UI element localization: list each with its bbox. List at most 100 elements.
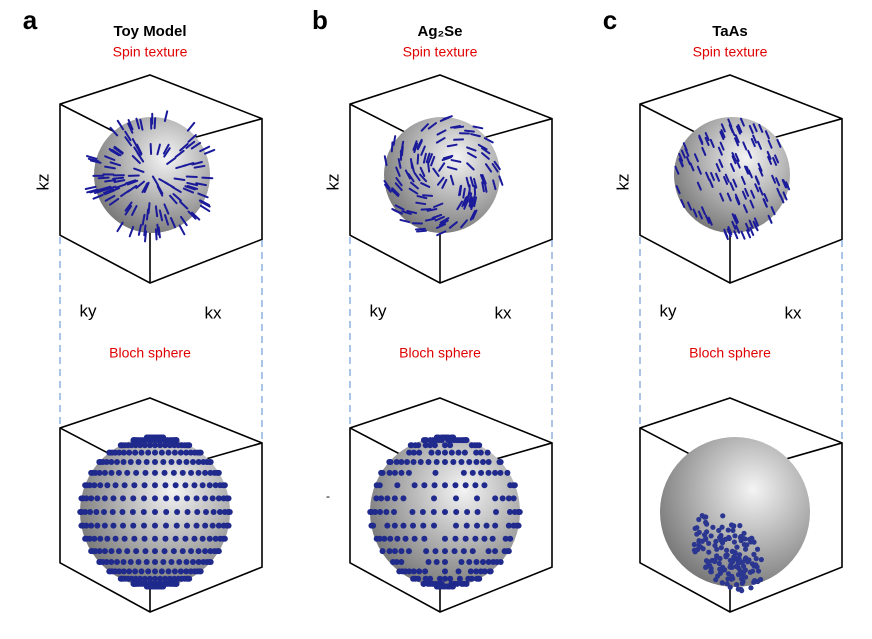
spin-arrow: [730, 127, 736, 137]
spin-arrow: [709, 138, 715, 148]
bloch-dot: [162, 442, 169, 449]
bloch-dot: [460, 548, 467, 555]
spin-arrow: [767, 139, 773, 149]
bloch-dot: [410, 522, 417, 529]
bloch-dot: [108, 469, 115, 476]
spin-arrow: [86, 188, 98, 194]
bloch-dot: [387, 458, 394, 465]
bloch-dot: [199, 482, 206, 489]
bloch-dot: [410, 568, 417, 575]
bloch-dot: [141, 442, 148, 449]
spin-arrow: [124, 136, 133, 147]
bloch-dot: [165, 568, 172, 575]
spin-arrow: [156, 143, 161, 156]
bloch-dot: [416, 568, 423, 575]
bloch-dot: [758, 557, 764, 563]
bloch-dot: [160, 458, 167, 465]
spin-arrow: [136, 143, 143, 155]
spin-arrow: [481, 174, 487, 185]
axis-z-label: kz: [323, 174, 342, 191]
bloch-dot: [742, 536, 748, 542]
spin-arrow: [747, 149, 753, 159]
bloch-dot: [420, 580, 427, 587]
bloch-dot: [421, 535, 428, 542]
bloch-dot: [427, 442, 434, 449]
spin-arrow: [141, 213, 146, 226]
panel-subtitle: Spin texture: [113, 44, 188, 60]
bloch-dot: [91, 535, 98, 542]
bloch-dot: [431, 495, 438, 502]
spin-arrow: [701, 146, 707, 156]
bloch-dot: [120, 458, 127, 465]
spin-arrow: [93, 188, 106, 194]
bloch-dot: [88, 522, 95, 529]
spin-arrow: [441, 178, 448, 189]
bloch-dot: [170, 469, 177, 476]
spin-arrow: [394, 204, 405, 211]
bloch-dot: [132, 568, 139, 575]
spin-arrow: [718, 158, 724, 168]
bloch-dot: [463, 522, 470, 529]
spin-arrow: [113, 179, 126, 183]
bloch-dot: [193, 522, 200, 529]
bloch-dot: [476, 575, 483, 582]
bloch-dot: [481, 482, 488, 489]
bloch-dot: [202, 469, 209, 476]
bloch-dot: [376, 482, 383, 489]
bloch-dot: [177, 449, 184, 456]
bloch-dot: [735, 586, 741, 592]
bloch-dot: [718, 545, 724, 551]
spin-arrow: [448, 221, 458, 229]
spin-arrow: [109, 126, 119, 137]
bloch-dot: [398, 458, 405, 465]
bloch-dot: [467, 568, 474, 575]
spin-arrow: [127, 118, 134, 131]
bloch-dot: [207, 559, 214, 566]
bloch-dot: [727, 557, 733, 563]
spin-arrow: [723, 231, 729, 241]
bloch-dot: [504, 469, 511, 476]
spin-arrow: [463, 195, 469, 207]
bloch-dot: [696, 539, 702, 545]
spin-arrow: [774, 154, 780, 164]
spin-arrow: [416, 229, 428, 233]
bloch-dot: [372, 509, 379, 515]
spin-arrow: [678, 158, 684, 168]
bloch-dot: [171, 568, 178, 575]
spin-arrow: [97, 176, 110, 180]
bloch-dot: [481, 535, 488, 542]
spin-arrow: [740, 230, 746, 240]
spin-arrow: [199, 199, 211, 207]
bloch-dot: [421, 482, 428, 489]
spin-arrow: [163, 214, 170, 226]
bloch-dot: [157, 575, 164, 582]
bloch-dot: [116, 449, 123, 456]
bloch-dot: [713, 577, 719, 583]
bloch-dot: [383, 509, 390, 515]
spin-arrow: [416, 153, 420, 165]
bloch-dot: [452, 535, 459, 542]
bloch-dot: [203, 509, 210, 515]
bloch-dot: [221, 535, 228, 542]
bloch-dot: [133, 469, 140, 476]
spin-arrow: [179, 142, 189, 152]
bloch-dot: [162, 575, 169, 582]
bloch-dot: [378, 495, 385, 502]
bloch-dot: [696, 529, 702, 535]
bloch-dot: [732, 533, 738, 539]
bloch-dot: [741, 574, 747, 580]
bloch-dot: [708, 569, 714, 575]
axis-x-label: kx: [495, 303, 513, 322]
spin-arrow: [481, 152, 490, 160]
spin-arrow: [678, 152, 684, 162]
spin-arrow: [408, 187, 419, 195]
stray-mark: -: [326, 489, 330, 503]
spin-arrow: [756, 140, 762, 150]
spin-arrow: [446, 143, 458, 148]
spin-arrow: [730, 163, 736, 173]
bloch-dot: [485, 458, 492, 465]
spin-arrow: [391, 187, 400, 196]
bloch-dot: [173, 437, 180, 444]
spin-arrow: [471, 209, 478, 220]
spin-arrow: [734, 137, 740, 147]
